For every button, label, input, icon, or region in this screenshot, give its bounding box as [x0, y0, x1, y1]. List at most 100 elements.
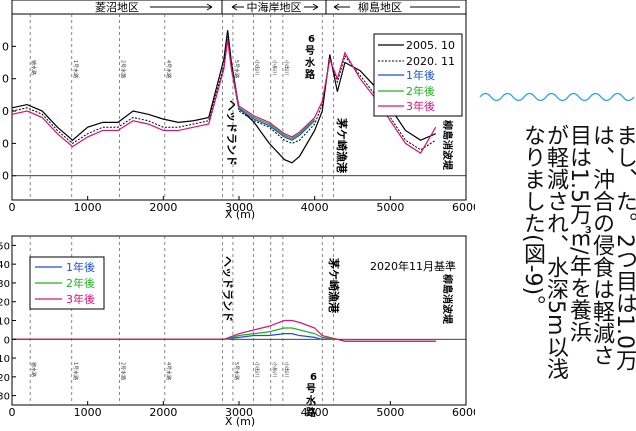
x-tick-label: 0 [9, 201, 16, 214]
channel-label: 5号水路 [233, 60, 240, 78]
channel-label: 2号水路 [119, 362, 126, 380]
region-label: 中海岸地区 [247, 0, 302, 14]
y-tick-label: 20 [0, 298, 10, 309]
annotation-char: 号 [305, 45, 315, 57]
channel-label: 1号水路 [72, 362, 79, 380]
channel-label: 5号水路 [233, 362, 240, 380]
legend-label: 2年後 [406, 84, 435, 98]
annotation-char: 6 [310, 372, 317, 383]
x-tick-label: 4000 [301, 406, 329, 419]
channel-label: 1号水路 [72, 60, 79, 78]
figure-svg: 菱沼地区 中海岸地区 柳島地区 徳水路 1号水路 2号水路 4号水路 5号水路 小出川 小糸… [0, 0, 480, 428]
lower-legend: 1年後 2年後 3年後 [29, 256, 105, 310]
x-tick-label: 3000 [225, 406, 253, 419]
y-tick-label: 0 [2, 40, 9, 53]
upper-y-ticks: 0 0 0 0 0 [2, 40, 16, 183]
annotation-fishing-port: 茅ケ崎漁港 [327, 258, 341, 314]
side-text: まし、た。2つ目は1.0万 は、沖合の侵食は軽減さ 目は1.5万㎥/年を養浜 が… [482, 124, 636, 427]
upper-chart: 菱沼地区 中海岸地区 柳島地区 徳水路 1号水路 2号水路 4号水路 5号水路 小出川 小糸… [2, 0, 480, 221]
channel-label: 小糸川 [271, 362, 278, 377]
region-label: 柳島地区 [358, 0, 402, 14]
side-text-column: が軽減され、水深5m以浅 [543, 124, 568, 380]
region-label: 菱沼地区 [95, 0, 139, 14]
annotation-headland: ヘッドランド [221, 256, 234, 322]
series-line [230, 68, 316, 141]
legend-label: 2年後 [66, 276, 95, 290]
legend-label: 2020. 11 [406, 55, 455, 68]
legend-label: 3年後 [66, 292, 95, 306]
y-tick-label: 50 [0, 241, 10, 252]
channel-label: 4号水路 [165, 362, 172, 380]
x-tick-label: 4000 [301, 201, 329, 214]
upper-xlabel: X (m) [225, 208, 255, 221]
series-line [12, 319, 436, 342]
x-tick-label: 3000 [225, 201, 253, 214]
channel-label: 小出川 [253, 60, 260, 75]
annotation-char: 水 [304, 56, 316, 69]
series-line [230, 68, 316, 140]
figure: 菱沼地区 中海岸地区 柳島地区 徳水路 1号水路 2号水路 4号水路 5号水路 小出川 小糸… [0, 0, 480, 428]
series-line [12, 333, 436, 342]
wave-decoration [479, 92, 635, 102]
annotation-char: 路 [305, 68, 316, 81]
x-tick-label: 5000 [376, 201, 404, 214]
wave-line [479, 92, 635, 102]
y-tick-label: 10 [0, 354, 10, 365]
y-tick-label: 0 [2, 137, 9, 150]
lower-structure-lines: 徳水路 1号水路 2号水路 4号水路 5号水路 小出川 小糸川 小出川 [29, 236, 334, 405]
annotation-breakwater: 柳島消波堤 [441, 120, 454, 171]
channel-label: 小出川 [283, 362, 290, 377]
upper-legend: 2005. 10 2020. 11 1年後 2年後 3年後 [373, 33, 463, 117]
x-tick-label: 5000 [376, 406, 404, 419]
side-text-column: なりました(図-9)。 [520, 124, 545, 318]
channel-label: 2号水路 [119, 60, 126, 78]
region-arrow [150, 3, 213, 11]
x-tick-label: 1000 [74, 406, 102, 419]
annotation-breakwater: 柳島消波堤 [441, 274, 454, 325]
legend-label: 1年後 [66, 260, 95, 274]
channel-label: 4号水路 [165, 60, 172, 78]
side-text-column: 目は1.5万㎥/年を養浜 [566, 124, 591, 343]
annotation-6gou: 6 号 水 路 [305, 372, 320, 419]
y-tick-label: 30 [0, 279, 10, 290]
x-tick-label: 2000 [149, 201, 177, 214]
annotation-6gou: 6 号 水 路 [304, 34, 318, 81]
channel-label: 徳水路 [30, 362, 37, 377]
lower-y-ticks: 50 40 30 20 10 0 10 20 30 [0, 241, 16, 403]
x-tick-label: 1000 [74, 201, 102, 214]
series-line [11, 30, 436, 164]
y-tick-label: 0 [4, 335, 10, 346]
legend-label: 3年後 [406, 99, 435, 113]
channel-label: 小出川 [253, 362, 260, 377]
region-arrow [231, 3, 319, 11]
channel-label: 小糸川 [271, 60, 278, 75]
annotation-char: 6 [308, 34, 315, 45]
channel-label: 小出川 [283, 60, 290, 75]
annotation-char: 路 [306, 406, 317, 419]
y-tick-label: 40 [0, 260, 10, 271]
y-tick-label: 20 [0, 373, 10, 384]
lower-series [12, 319, 436, 342]
region-arrow [333, 3, 460, 11]
upper-series [11, 30, 437, 164]
annotation-char: 号 [306, 383, 316, 395]
series-line [11, 39, 437, 154]
legend-label: 2005. 10 [406, 39, 455, 52]
lower-xlabel: X (m) [225, 415, 255, 427]
side-text-column: まし、た。2つ目は1.0万 [612, 124, 636, 371]
y-tick-label: 10 [0, 317, 10, 328]
y-tick-label: 0 [2, 105, 9, 118]
annotation-char: 水 [305, 394, 317, 407]
upper-structure-lines: 徳水路 1号水路 2号水路 4号水路 5号水路 小出川 小糸川 小出川 [29, 14, 334, 200]
y-tick-label: 0 [2, 170, 9, 183]
lower-reference-note: 2020年11月基準 [370, 259, 456, 273]
legend-label: 1年後 [406, 68, 435, 82]
side-text-column: は、沖合の侵食は軽減さ [589, 124, 614, 366]
x-tick-label: 0 [9, 406, 16, 419]
annotation-headland: ヘッドランド [225, 100, 238, 166]
y-tick-label: 30 [0, 392, 10, 403]
channel-label: 徳水路 [30, 60, 37, 75]
